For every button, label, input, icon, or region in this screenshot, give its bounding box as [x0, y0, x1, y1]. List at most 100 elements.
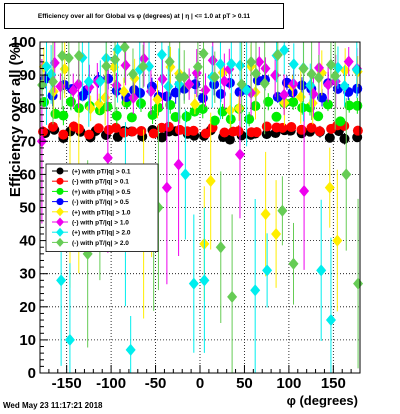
- data-point: [343, 55, 354, 68]
- y-tick-label: 40: [19, 233, 36, 250]
- data-point: [198, 47, 209, 60]
- chart-title-box: Efficiency over all for Global vs φ (deg…: [4, 3, 284, 29]
- data-point: [324, 181, 335, 194]
- data-point: [199, 274, 210, 287]
- data-point: [102, 151, 113, 164]
- data-point: [215, 58, 226, 71]
- data-point: [279, 88, 290, 101]
- legend-marker: [56, 227, 64, 237]
- data-point: [164, 55, 175, 68]
- data-point: [313, 111, 324, 122]
- legend-label: (+) with pT/|q| > 0.5: [72, 189, 131, 196]
- x-tick-label: 150: [321, 375, 346, 392]
- legend-label: (-) with pT/|q| > 0.1: [72, 179, 129, 186]
- data-point: [58, 129, 69, 140]
- data-point: [197, 104, 208, 115]
- x-tick-label: 100: [276, 375, 301, 392]
- data-point: [101, 60, 112, 73]
- data-point: [217, 106, 228, 117]
- data-point: [59, 63, 70, 76]
- legend-marker: [56, 237, 64, 247]
- x-tick-label: -150: [52, 375, 82, 392]
- data-point: [306, 122, 317, 133]
- data-point: [209, 71, 220, 84]
- data-point: [64, 333, 75, 346]
- data-point: [296, 80, 307, 91]
- data-point: [184, 78, 195, 91]
- data-point: [179, 70, 190, 83]
- data-point: [68, 84, 79, 97]
- data-point: [144, 60, 155, 73]
- y-tick-label: 60: [19, 166, 36, 183]
- data-point: [262, 264, 273, 277]
- legend-marker: [56, 167, 64, 175]
- data-points: [36, 41, 364, 373]
- data-point: [314, 126, 325, 137]
- data-point: [38, 126, 49, 137]
- data-point: [192, 60, 203, 73]
- data-point: [147, 110, 158, 121]
- x-tick-label: 50: [236, 375, 253, 392]
- data-point: [56, 274, 67, 287]
- data-point: [93, 123, 104, 134]
- data-point: [135, 98, 146, 109]
- legend-label: (-) with pT/|q| > 1.0: [72, 220, 129, 227]
- data-point: [279, 44, 290, 57]
- data-point: [170, 111, 181, 122]
- data-point: [339, 80, 350, 93]
- y-tick-label: 100: [11, 34, 36, 51]
- data-point: [259, 77, 270, 90]
- data-point: [250, 284, 261, 297]
- y-tick-label: 30: [19, 266, 36, 283]
- y-axis-label: Efficiency over all (%): [7, 42, 24, 197]
- data-point: [308, 88, 319, 101]
- data-point: [58, 110, 69, 121]
- data-point: [271, 227, 282, 240]
- data-point: [325, 58, 336, 71]
- data-point: [111, 79, 122, 92]
- data-point: [145, 85, 156, 98]
- data-point: [156, 48, 167, 61]
- data-point: [263, 96, 274, 107]
- data-point: [299, 184, 310, 197]
- legend-marker: [56, 198, 64, 206]
- data-point: [94, 105, 105, 116]
- data-point: [119, 127, 130, 138]
- data-point: [226, 57, 237, 70]
- data-point: [351, 63, 362, 76]
- data-point: [111, 110, 122, 121]
- data-point: [73, 78, 84, 91]
- footer-timestamp: Wed May 23 11:17:21 2018: [3, 401, 103, 410]
- data-point: [324, 132, 335, 143]
- data-point: [286, 122, 297, 133]
- data-point: [188, 277, 199, 290]
- data-point: [313, 71, 324, 84]
- data-point: [225, 104, 236, 117]
- data-point: [127, 68, 138, 81]
- data-point: [271, 111, 282, 122]
- data-point: [322, 99, 333, 110]
- y-tick-label: 90: [19, 67, 36, 84]
- legend-label: (+) with pT/|q| > 2.0: [72, 230, 131, 237]
- data-point: [260, 208, 271, 221]
- data-point: [254, 55, 265, 68]
- data-point: [41, 60, 52, 73]
- data-point: [95, 75, 106, 88]
- y-tick-label: 80: [19, 100, 36, 117]
- data-point: [200, 84, 211, 97]
- data-point: [325, 314, 336, 327]
- data-point: [341, 168, 352, 181]
- data-point: [236, 78, 247, 91]
- data-point: [272, 48, 283, 61]
- legend-marker: [56, 207, 64, 217]
- y-tick-label: 20: [19, 299, 36, 316]
- data-point: [165, 99, 176, 110]
- data-point: [200, 128, 211, 139]
- data-point: [174, 124, 185, 135]
- data-point: [120, 59, 131, 72]
- legend-label: (+) with pT/|q| > 0.1: [72, 169, 131, 176]
- data-point: [163, 80, 174, 93]
- data-point: [55, 80, 66, 93]
- y-tick-label: 0: [28, 365, 36, 382]
- series-1: [38, 120, 363, 140]
